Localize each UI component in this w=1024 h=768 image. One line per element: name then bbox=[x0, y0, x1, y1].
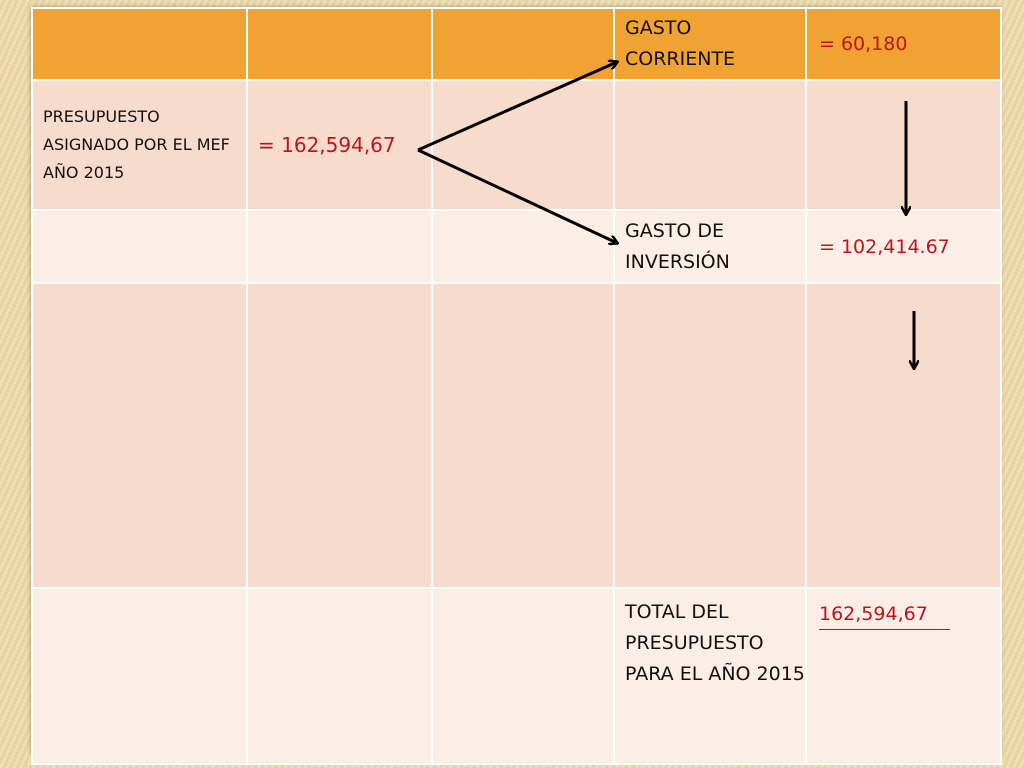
cell bbox=[431, 587, 615, 765]
cell bbox=[31, 282, 248, 589]
cell bbox=[246, 209, 433, 284]
gasto-inversion-label: GASTO DE INVERSIÓN bbox=[625, 219, 730, 273]
cell bbox=[31, 209, 248, 284]
gasto-corriente-value-cell: = 60,180 bbox=[805, 7, 1002, 81]
budget-value: = 162,594,67 bbox=[258, 133, 396, 157]
gasto-corriente-cell: GASTO CORRIENTE bbox=[613, 7, 807, 81]
cell bbox=[805, 79, 1002, 211]
gasto-inversion-cell: GASTO DE INVERSIÓN bbox=[613, 209, 807, 284]
cell bbox=[31, 587, 248, 765]
budget-table: GASTO CORRIENTE = 60,180 PRESUPUESTO ASI… bbox=[31, 7, 1002, 765]
budget-value-cell: = 162,594,67 bbox=[246, 79, 433, 211]
investment-row: GASTO DE INVERSIÓN = 102,414.67 bbox=[31, 209, 1002, 284]
total-value: 162,594,67 bbox=[819, 603, 950, 630]
header-row: GASTO CORRIENTE = 60,180 bbox=[31, 7, 1002, 81]
budget-row: PRESUPUESTO ASIGNADO POR EL MEF AÑO 2015… bbox=[31, 79, 1002, 211]
cell bbox=[246, 587, 433, 765]
cell bbox=[431, 7, 615, 81]
cell bbox=[805, 282, 1002, 589]
budget-label-cell: PRESUPUESTO ASIGNADO POR EL MEF AÑO 2015 bbox=[31, 79, 248, 211]
cell bbox=[431, 282, 615, 589]
gasto-corriente-value: = 60,180 bbox=[819, 33, 908, 55]
total-row: TOTAL DEL PRESUPUESTO PARA EL AÑO 2015 1… bbox=[31, 587, 1002, 765]
cell bbox=[246, 282, 433, 589]
gasto-inversion-value-cell: = 102,414.67 bbox=[805, 209, 1002, 284]
cell bbox=[431, 79, 615, 211]
total-label-cell: TOTAL DEL PRESUPUESTO PARA EL AÑO 2015 bbox=[613, 587, 807, 765]
empty-row bbox=[31, 282, 1002, 589]
total-value-cell: 162,594,67 bbox=[805, 587, 1002, 765]
cell bbox=[613, 79, 807, 211]
cell bbox=[31, 7, 248, 81]
gasto-inversion-value: = 102,414.67 bbox=[819, 235, 950, 258]
gasto-corriente-label: GASTO CORRIENTE bbox=[625, 17, 736, 70]
slide: GASTO CORRIENTE = 60,180 PRESUPUESTO ASI… bbox=[31, 7, 1002, 765]
cell bbox=[613, 282, 807, 589]
total-label: TOTAL DEL PRESUPUESTO PARA EL AÑO 2015 bbox=[625, 601, 805, 685]
cell bbox=[246, 7, 433, 81]
budget-label: PRESUPUESTO ASIGNADO POR EL MEF AÑO 2015 bbox=[43, 107, 230, 182]
cell bbox=[431, 209, 615, 284]
